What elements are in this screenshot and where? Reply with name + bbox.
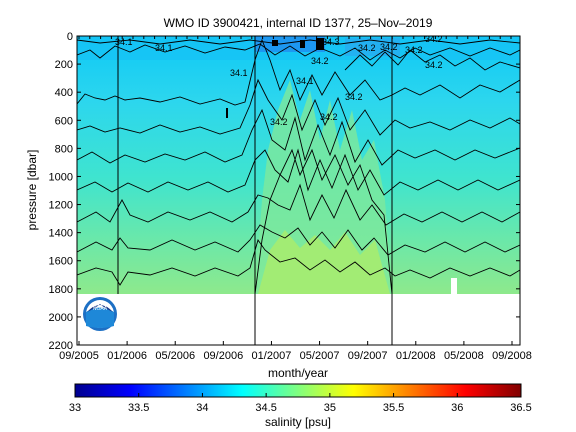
reference-lines [117, 36, 393, 345]
contour-line [77, 38, 520, 106]
contour-label: 34.2 [425, 34, 443, 44]
no-data-region [77, 294, 520, 345]
contour-line [77, 78, 520, 136]
contour-line [344, 49, 520, 71]
colorbar-tick-label: 34.5 [255, 402, 276, 414]
contour-blotch [316, 38, 324, 50]
y-tick-label: 1000 [49, 171, 73, 183]
heatmap-field: 34.1 34.1 34.1 34.1 34.2 34.2 34.2 34.2 … [77, 34, 520, 345]
y-axis: 0 200 400 600 800 1000 1200 1400 1600 1800 2000 220… [49, 31, 520, 352]
contour-line [77, 238, 520, 286]
y-tick-label: 400 [55, 87, 73, 99]
y-tick-label: 2200 [49, 340, 73, 352]
chart-title: WMO ID 3900421, internal ID 1377, 25–Nov… [164, 16, 433, 30]
contour-line [77, 108, 520, 166]
contour-label: 34.1 [230, 68, 248, 78]
colorbar-tick-label: 35 [324, 402, 336, 414]
y-tick-label: 1200 [49, 200, 73, 212]
y-tick-label: 600 [55, 115, 73, 127]
colorbar [74, 383, 522, 398]
colorbar-ticks: 33 33.5 34 34.5 35 35.5 36 36.5 [69, 393, 532, 414]
contour-line [77, 148, 520, 196]
y-tick-label: 0 [67, 31, 73, 43]
logo-text: NOAA [93, 306, 108, 312]
logo-bird [86, 307, 114, 328]
x-axis: 09/2005 01/2006 05/2006 09/2006 01/2007 05/20… [59, 36, 532, 362]
contour-label: 34.1 [296, 76, 314, 86]
x-tick-label: 01/2006 [107, 350, 147, 362]
x-tick-label: 05/2006 [155, 350, 195, 362]
plot-frame [76, 35, 521, 346]
contour-label: 34.1 [155, 43, 173, 53]
x-tick-label: 09/2007 [348, 350, 388, 362]
contour-blotch [272, 40, 278, 46]
contour-label: 34.2 [380, 42, 398, 52]
contour-label: 34.2 [358, 43, 376, 53]
colorbar-tick-label: 35.5 [383, 402, 404, 414]
y-tick-label: 800 [55, 143, 73, 155]
contour-label: 34.2 [345, 92, 363, 102]
colorbar-tick-label: 36.5 [510, 402, 531, 414]
contour-label: 34.2 [311, 56, 329, 66]
x-tick-label: 09/2005 [59, 350, 99, 362]
contour-label: 34.2 [405, 45, 423, 55]
contour-line [254, 148, 393, 295]
y-tick-label: 2000 [49, 312, 73, 324]
deep-core [258, 230, 390, 294]
contour-line [77, 224, 520, 256]
y-tick-label: 1800 [49, 284, 73, 296]
colorbar-tick-label: 34 [196, 402, 208, 414]
contour-blotch [300, 40, 305, 48]
x-tick-label: 01/2008 [396, 350, 436, 362]
contour-blotch [226, 108, 228, 118]
contour-label: 34.2 [270, 117, 288, 127]
x-tick-label: 05/2007 [300, 350, 340, 362]
y-tick-label: 1400 [49, 228, 73, 240]
x-tick-label: 01/2007 [252, 350, 292, 362]
contour-label: 34.1 [115, 37, 133, 47]
contour-line [77, 183, 520, 226]
colorbar-tick-label: 33.5 [128, 402, 149, 414]
noaa-logo: NOAA [80, 296, 120, 332]
colorbar-tick-label: 33 [69, 402, 81, 414]
missing-data-strip [451, 278, 457, 294]
contour-label: 34.2 [320, 112, 338, 122]
y-axis-title: pressure [dbar] [25, 150, 39, 231]
x-axis-title: month/year [268, 366, 328, 380]
contour-line [77, 43, 520, 61]
colorbar-title: salinity [psu] [265, 415, 331, 429]
colorbar-tick-label: 36 [451, 402, 463, 414]
y-tick-label: 200 [55, 59, 73, 71]
x-tick-label: 09/2006 [203, 350, 243, 362]
y-tick-label: 1600 [49, 256, 73, 268]
contour-lines [77, 38, 520, 295]
x-tick-label: 05/2008 [444, 350, 484, 362]
contour-line [77, 39, 520, 45]
contour-label: 34.3 [322, 37, 340, 47]
x-tick-label: 09/2008 [492, 350, 532, 362]
contour-label: 34.2 [425, 60, 443, 70]
